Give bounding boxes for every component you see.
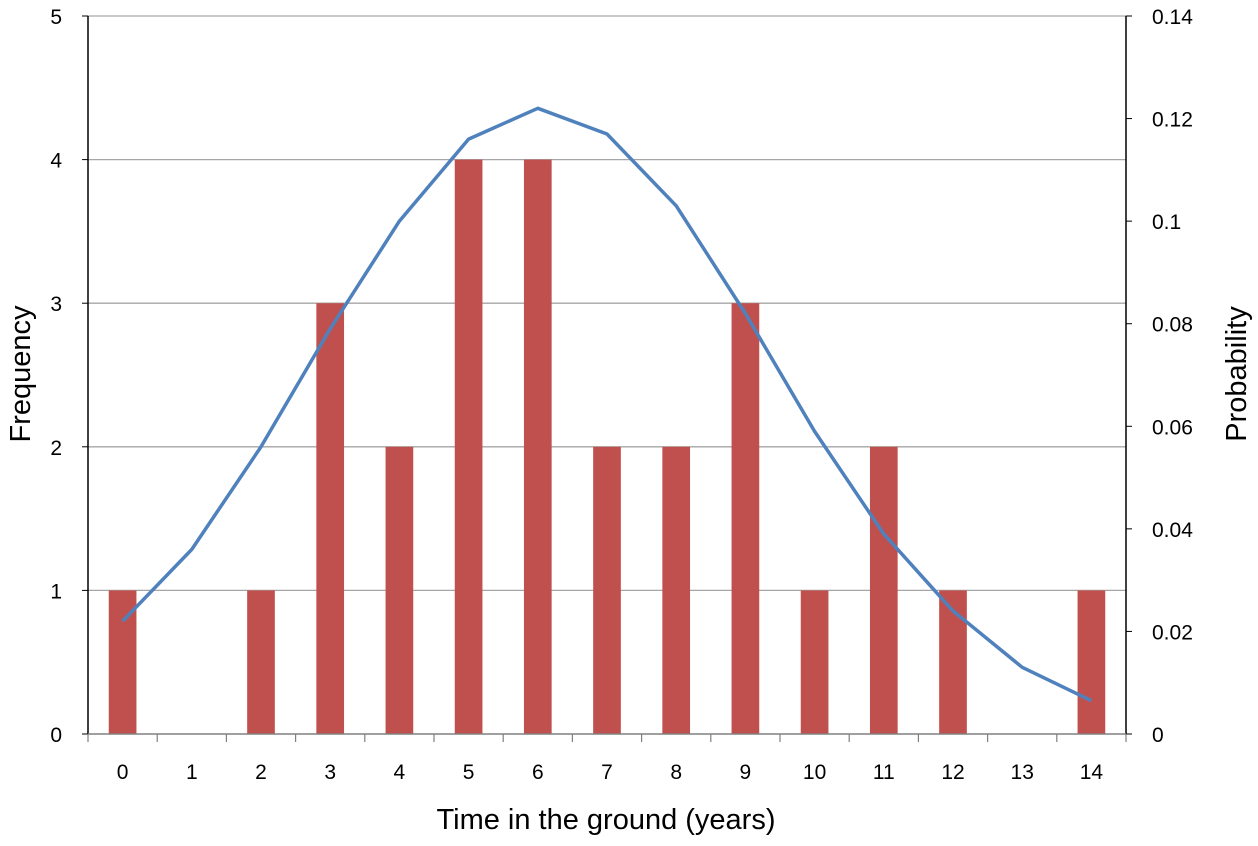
x-tick-label: 13 [1011,761,1034,784]
y-tick-label: 1 [50,580,62,603]
x-tick-label: 10 [803,761,826,784]
y-tick-label: 5 [50,6,62,29]
bar [869,446,898,734]
x-tick-label: 2 [255,761,267,784]
bar [316,303,345,734]
y-tick-label: 2 [50,437,62,460]
bar [247,590,275,734]
x-tick-label: 6 [532,761,544,784]
x-tick-label: 14 [1080,761,1104,784]
y2-tick-label: 0.02 [1152,621,1193,644]
x-tick-label: 1 [186,761,198,784]
y-tick-label: 0 [50,724,62,747]
x-tick-label: 4 [394,761,406,784]
y2-tick-label: 0.04 [1152,519,1193,542]
x-tick-label: 7 [601,761,613,784]
y2-tick-label: 0.1 [1152,211,1181,234]
bar [385,446,414,734]
bar [800,590,829,734]
frequency-bars [108,159,1106,735]
probability-line-layer [121,106,1093,703]
bar [454,159,483,735]
bar [593,446,621,734]
x-tick-label: 5 [463,761,475,784]
y-tick-label: 4 [50,150,62,173]
x-tick-label: 12 [941,761,964,784]
axes [82,15,1132,742]
probability-line [121,106,1093,703]
x-tick-label: 0 [117,761,129,784]
y2-tick-label: 0 [1152,724,1164,747]
y2-tick-label: 0.12 [1152,109,1193,132]
y2-axis-title: Probability [1221,306,1253,442]
x-tick-label: 3 [324,761,336,784]
y-axis-title: Frequency [5,305,37,443]
bar [523,159,552,735]
x-axis-title: Time in the ground (years) [436,804,775,836]
bar [731,303,760,734]
bar [662,446,691,734]
y2-tick-label: 0.08 [1152,314,1193,337]
bar [939,590,967,734]
x-tick-label: 9 [740,761,752,784]
bar [108,590,137,734]
x-tick-label: 8 [670,761,682,784]
y-tick-label: 3 [50,293,62,316]
y2-tick-label: 0.06 [1152,416,1193,439]
y2-tick-label: 0.14 [1152,6,1193,29]
bar [1077,590,1106,734]
x-tick-label: 11 [873,761,895,784]
